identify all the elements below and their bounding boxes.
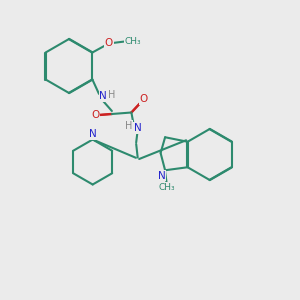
Text: N: N — [134, 123, 141, 133]
Text: N: N — [99, 91, 107, 101]
Text: CH₃: CH₃ — [124, 37, 141, 46]
Text: O: O — [105, 38, 113, 48]
Text: H: H — [108, 89, 116, 100]
Text: O: O — [139, 94, 148, 104]
Text: CH₃: CH₃ — [158, 183, 175, 192]
Text: N: N — [158, 171, 165, 181]
Text: O: O — [91, 110, 100, 121]
Text: N: N — [89, 129, 97, 139]
Text: H: H — [125, 121, 132, 131]
